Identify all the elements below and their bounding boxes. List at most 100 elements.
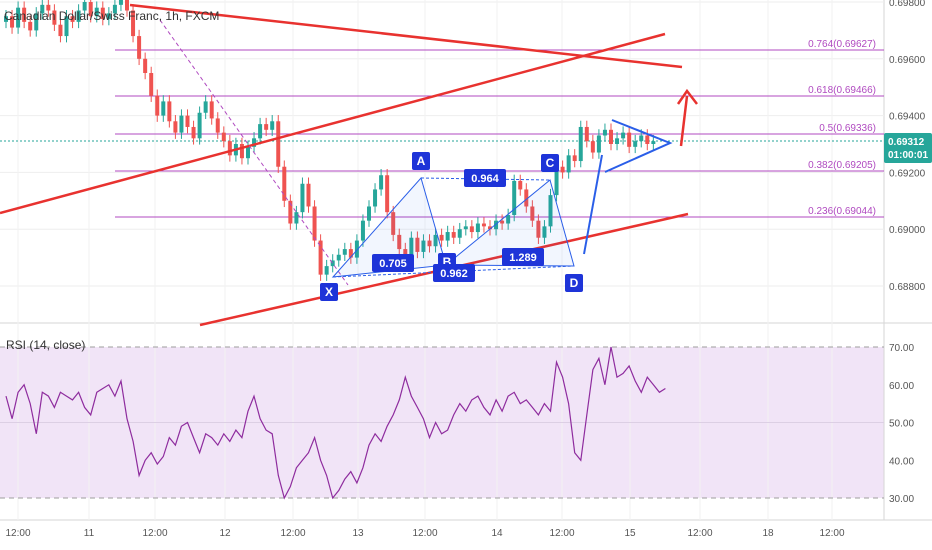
trendline-channel — [0, 32, 666, 215]
harmonic-point-label: X — [325, 285, 333, 299]
candle-body — [572, 155, 577, 162]
harmonic-point-box — [565, 274, 583, 292]
ratio-box — [464, 169, 506, 187]
harmonic-point-box — [320, 283, 338, 301]
candle-body — [360, 220, 365, 241]
candle-body — [282, 166, 287, 201]
candle-body — [566, 155, 571, 173]
candle-body — [16, 7, 21, 28]
candle-body — [379, 175, 384, 190]
candle-body — [445, 232, 450, 241]
candle-body — [264, 124, 269, 130]
ratio-label: 0.705 — [379, 258, 407, 270]
candle-body — [354, 240, 359, 258]
candle-body — [494, 220, 499, 230]
candle-body — [596, 135, 601, 153]
candle-body — [64, 16, 69, 37]
candle-body — [584, 126, 589, 142]
candle-body — [246, 146, 250, 159]
candle-body — [651, 141, 656, 144]
candle-body — [197, 112, 202, 139]
fib-label: 0.382(0.69205) — [808, 160, 876, 171]
candle-body — [161, 101, 166, 116]
candle-body — [518, 180, 523, 190]
candle-body — [560, 166, 565, 173]
candle-body — [433, 234, 438, 247]
candle-body — [548, 195, 553, 227]
candle-body — [367, 206, 371, 221]
candle-body — [28, 21, 33, 31]
ac-line — [420, 177, 551, 181]
candle-body — [70, 16, 75, 22]
candle-body — [475, 223, 480, 233]
candle-body — [227, 141, 232, 156]
candle-body — [342, 249, 347, 255]
candle-body — [324, 266, 329, 275]
candle-body — [300, 183, 305, 213]
rsi-title: RSI (14, close) — [6, 338, 85, 352]
ratio-label: 0.962 — [440, 268, 468, 280]
candle-body — [294, 212, 299, 224]
candle-body — [609, 129, 613, 144]
time-tick-label: 13 — [352, 528, 364, 539]
candle-body — [385, 175, 390, 213]
ratio-box — [372, 254, 414, 272]
price-tick-label: 0.69800 — [889, 0, 926, 9]
candle-body — [512, 180, 517, 215]
ratio-label: 0.964 — [471, 173, 499, 185]
candle-body — [209, 101, 214, 119]
candle-body — [615, 138, 620, 144]
candle-body — [639, 135, 644, 142]
candle-body — [330, 260, 335, 267]
candle-body — [52, 10, 57, 25]
candle-body — [348, 249, 353, 258]
candle-body — [125, 0, 129, 11]
candle-body — [82, 2, 87, 11]
harmonic-point-label: A — [417, 154, 426, 168]
time-tick-label: 12:00 — [142, 528, 167, 539]
time-tick-label: 11 — [84, 528, 95, 539]
candle-body — [391, 212, 396, 235]
candle-body — [173, 121, 178, 133]
harmonic-point-label: D — [570, 276, 579, 290]
current-price: 0.69312 — [888, 137, 925, 148]
rsi-tick-label: 40.00 — [889, 456, 914, 467]
candle-body — [488, 226, 492, 230]
candle-body — [137, 36, 142, 59]
candle-body — [530, 206, 535, 221]
candle-body — [645, 135, 650, 144]
candle-body — [270, 121, 275, 130]
candle-body — [463, 226, 468, 230]
candle-body — [602, 129, 607, 136]
candle-body — [288, 200, 293, 224]
ratio-box — [502, 248, 544, 266]
candle-body — [451, 232, 456, 238]
harmonic-point-label: C — [546, 156, 555, 170]
fib-label: 0.5(0.69336) — [819, 123, 876, 134]
time-tick-label: 12:00 — [5, 528, 30, 539]
candle-body — [191, 126, 196, 139]
candle-body — [524, 189, 529, 207]
candle-body — [258, 124, 263, 139]
price-tick-label: 0.69400 — [889, 112, 926, 123]
candle-body — [22, 7, 27, 22]
fib-label: 0.618(0.69466) — [808, 85, 876, 96]
fib-label: 0.764(0.69627) — [808, 39, 876, 50]
candle-body — [336, 254, 341, 261]
candle-body — [203, 101, 208, 113]
candle-body — [143, 58, 148, 73]
candle-body — [185, 115, 190, 127]
candle-body — [633, 141, 638, 147]
candle-body — [506, 215, 511, 224]
candle-body — [34, 13, 39, 31]
candle-body — [149, 73, 154, 96]
breakout-leg — [583, 154, 603, 255]
candle-body — [373, 189, 378, 207]
chart-title: Canadian Dollar/Swiss Franc, 1h, FXCM — [4, 9, 219, 23]
time-tick-label: 12:00 — [819, 528, 844, 539]
ratio-label: 1.289 — [509, 252, 537, 264]
current-price-tag: 0.69312 01:00:01 — [884, 133, 932, 163]
time-tick-label: 15 — [624, 528, 636, 539]
